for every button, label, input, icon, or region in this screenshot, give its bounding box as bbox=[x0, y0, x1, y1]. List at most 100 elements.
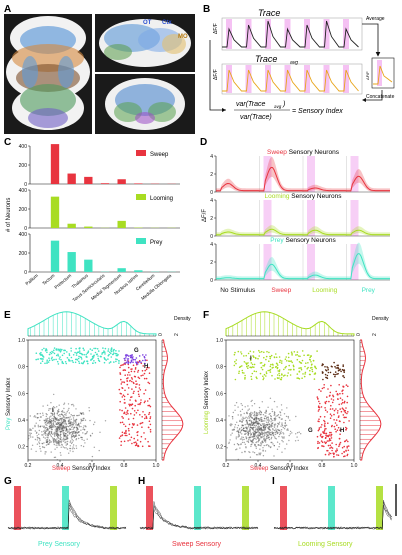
point-top bbox=[283, 375, 285, 377]
point-sweep bbox=[335, 391, 337, 393]
point-sweep bbox=[346, 402, 348, 404]
point-other bbox=[275, 428, 276, 429]
point-other bbox=[66, 437, 67, 438]
point-sweep bbox=[331, 446, 333, 448]
point-sweep bbox=[127, 374, 129, 376]
point-other bbox=[35, 430, 36, 431]
point-top bbox=[236, 359, 238, 361]
point-other bbox=[251, 440, 252, 441]
point-sweep bbox=[130, 413, 132, 415]
c-tick-label: 200 bbox=[19, 163, 28, 169]
point-top bbox=[104, 362, 106, 364]
point-top bbox=[270, 356, 272, 358]
point-top bbox=[310, 355, 312, 357]
point-top bbox=[301, 369, 303, 371]
point-sweep bbox=[134, 410, 136, 412]
point-top bbox=[90, 359, 92, 361]
point-other bbox=[30, 415, 31, 416]
point-other bbox=[73, 417, 74, 418]
point-other bbox=[259, 445, 260, 446]
point-sweep bbox=[320, 426, 322, 428]
point-top bbox=[251, 378, 253, 380]
point-other bbox=[266, 411, 267, 412]
point-top bbox=[88, 350, 90, 352]
point-other bbox=[249, 420, 250, 421]
point-sweep bbox=[136, 443, 138, 445]
point-sweep bbox=[139, 414, 141, 416]
point-other bbox=[31, 433, 32, 434]
point-other bbox=[32, 445, 33, 446]
point-other bbox=[278, 417, 279, 418]
point-other bbox=[271, 423, 272, 424]
point-other bbox=[248, 426, 249, 427]
point-other bbox=[259, 432, 260, 433]
point-other bbox=[239, 447, 240, 448]
point-sweep bbox=[346, 447, 348, 449]
point-other bbox=[34, 415, 35, 416]
point-other bbox=[262, 432, 263, 433]
point-sweep bbox=[141, 416, 143, 418]
point-top bbox=[294, 351, 296, 353]
point-other bbox=[82, 432, 83, 433]
point-sweep bbox=[345, 429, 347, 431]
point-other bbox=[54, 436, 55, 437]
point-overlap bbox=[132, 362, 134, 364]
point-sweep bbox=[330, 405, 332, 407]
point-other bbox=[67, 432, 68, 433]
point-top bbox=[277, 364, 279, 366]
point-top bbox=[271, 367, 273, 369]
point-other bbox=[48, 410, 49, 411]
point-sweep bbox=[342, 393, 344, 395]
point-sweep bbox=[120, 393, 122, 395]
point-top bbox=[48, 357, 50, 359]
point-other bbox=[274, 445, 275, 446]
point-other bbox=[268, 432, 269, 433]
point-other bbox=[64, 419, 65, 420]
point-top bbox=[51, 353, 53, 355]
point-other bbox=[277, 449, 278, 450]
point-other bbox=[66, 426, 67, 427]
point-other bbox=[44, 447, 45, 448]
point-top bbox=[44, 363, 46, 365]
point-sweep bbox=[135, 386, 137, 388]
point-other bbox=[93, 424, 94, 425]
point-other bbox=[254, 452, 255, 453]
y-tick-label: 0.4 bbox=[18, 418, 25, 424]
point-top bbox=[312, 371, 314, 373]
point-other bbox=[275, 424, 276, 425]
point-sweep bbox=[327, 411, 329, 413]
point-other bbox=[263, 423, 264, 424]
point-other bbox=[70, 429, 71, 430]
point-top bbox=[42, 360, 44, 362]
point-sweep bbox=[330, 432, 332, 434]
point-other bbox=[246, 438, 247, 439]
point-top bbox=[82, 348, 84, 350]
point-other bbox=[258, 445, 259, 446]
panel-e-xlabel: Sweep Sensory Index bbox=[52, 466, 110, 472]
point-top bbox=[275, 353, 277, 355]
point-sweep bbox=[324, 407, 326, 409]
svg-text:): ) bbox=[282, 101, 285, 108]
neuron-mark: G bbox=[134, 348, 139, 354]
point-sweep bbox=[342, 402, 344, 404]
point-top bbox=[70, 350, 72, 352]
point-other bbox=[72, 422, 73, 423]
density-tick-label: 2 bbox=[372, 333, 378, 336]
point-other bbox=[241, 418, 242, 419]
point-other bbox=[42, 405, 43, 406]
point-other bbox=[72, 432, 73, 433]
point-sweep bbox=[346, 413, 348, 415]
point-top bbox=[72, 362, 74, 364]
point-overlap bbox=[124, 362, 126, 364]
point-other bbox=[40, 448, 41, 449]
d-tick-label: 0 bbox=[210, 234, 213, 240]
point-overlap bbox=[322, 372, 324, 374]
point-other bbox=[42, 426, 43, 427]
point-sweep bbox=[125, 431, 127, 433]
point-other bbox=[235, 424, 236, 425]
point-other bbox=[61, 418, 62, 419]
point-sweep bbox=[147, 441, 149, 443]
point-top bbox=[111, 347, 113, 349]
point-sweep bbox=[343, 446, 345, 448]
point-other bbox=[245, 433, 246, 434]
